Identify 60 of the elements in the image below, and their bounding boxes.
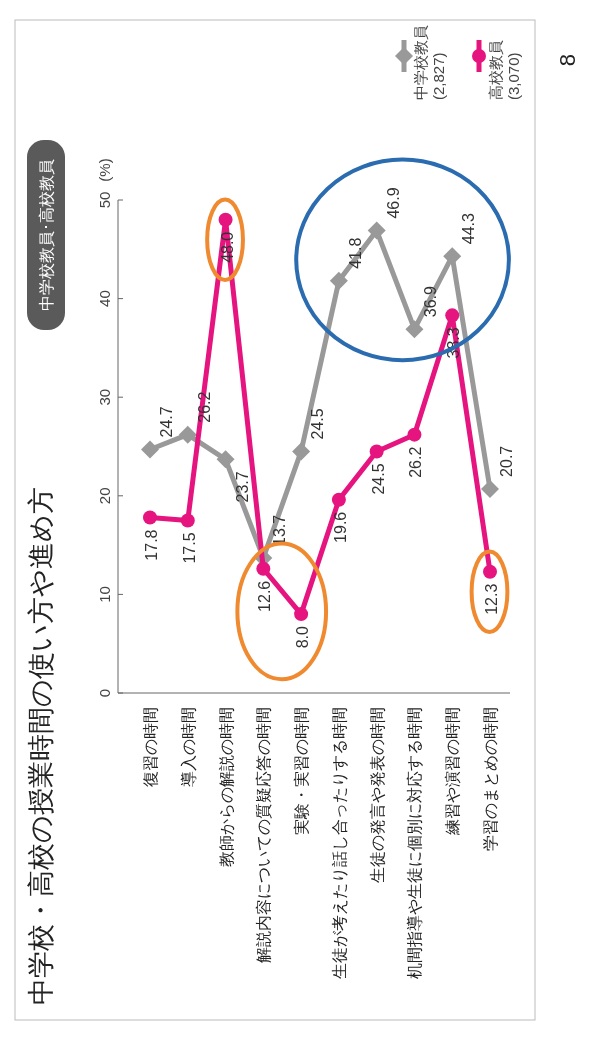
x-tick-label: 生徒の発言や発表の時間 (368, 707, 386, 883)
point (143, 510, 157, 525)
y-tick-label: 30 (96, 388, 113, 406)
y-tick-label: 50 (96, 191, 113, 209)
x-tick-label: 解説内容についての質疑応答の時間 (255, 707, 273, 963)
data-label: 36.9 (422, 285, 440, 318)
x-tick-label: 教師からの解説の時間 (217, 707, 235, 867)
y-tick-label: 0 (96, 688, 113, 698)
legend-label: 高校教員 (3,070) (487, 40, 522, 100)
point (256, 561, 271, 576)
data-label: 8.0 (294, 626, 312, 649)
point (218, 212, 233, 227)
x-tick-label: 生徒が考えたり話し合ったりする時間 (330, 707, 348, 979)
point (141, 440, 159, 459)
point (445, 308, 460, 323)
point (407, 427, 422, 442)
point (367, 221, 386, 240)
x-tick-label: 実験・実習の時間 (293, 707, 311, 835)
data-label: 26.2 (195, 391, 213, 423)
point (180, 513, 195, 528)
point (483, 564, 497, 579)
data-label: 44.3 (460, 212, 478, 245)
point (331, 492, 346, 507)
data-label: 12.6 (256, 580, 274, 612)
y-axis-title: (%) (96, 158, 113, 182)
x-tick-label: 学習のまとめの時間 (482, 707, 499, 851)
point (481, 479, 499, 498)
data-label: 24.5 (309, 408, 327, 440)
data-label: 17.5 (180, 532, 198, 564)
data-label: 46.9 (384, 187, 402, 219)
legend-item: 高校教員 (3,070) (472, 40, 522, 100)
data-label: 17.8 (143, 529, 160, 561)
data-label: 23.7 (233, 471, 251, 503)
data-label: 19.6 (331, 511, 349, 543)
y-tick-label: 20 (96, 487, 113, 505)
data-label: 48.0 (218, 231, 236, 263)
data-label: 24.5 (369, 463, 387, 495)
data-label: 12.3 (483, 583, 500, 615)
point (216, 450, 235, 469)
y-tick-label: 10 (96, 586, 113, 603)
data-label: 26.2 (407, 446, 425, 478)
y-tick-label: 40 (96, 290, 113, 307)
point (178, 425, 197, 444)
x-tick-label: 机間指導や生徒に個別に対応する時間 (406, 707, 424, 979)
point (292, 442, 311, 461)
x-tick-label: 導入の時間 (179, 707, 197, 787)
data-label: 41.8 (346, 237, 364, 269)
point (329, 271, 348, 290)
legend-label: 中学校教員 (2,827) (412, 25, 447, 100)
data-label: 20.7 (498, 445, 515, 477)
point (369, 444, 384, 459)
x-tick-label: 復習の時間 (142, 707, 159, 787)
point (405, 320, 424, 339)
text: 中学校・高校の授業時間の使い方や進め方 (26, 487, 56, 1005)
text: 8 (555, 53, 580, 67)
data-label: 24.7 (158, 406, 175, 438)
point (294, 607, 309, 622)
subtitle-badge: 中学校教員･高校教員 (27, 140, 65, 330)
legend-item: 中学校教員 (2,827) (395, 25, 447, 100)
x-tick-label: 練習や演習の時間 (444, 707, 462, 836)
